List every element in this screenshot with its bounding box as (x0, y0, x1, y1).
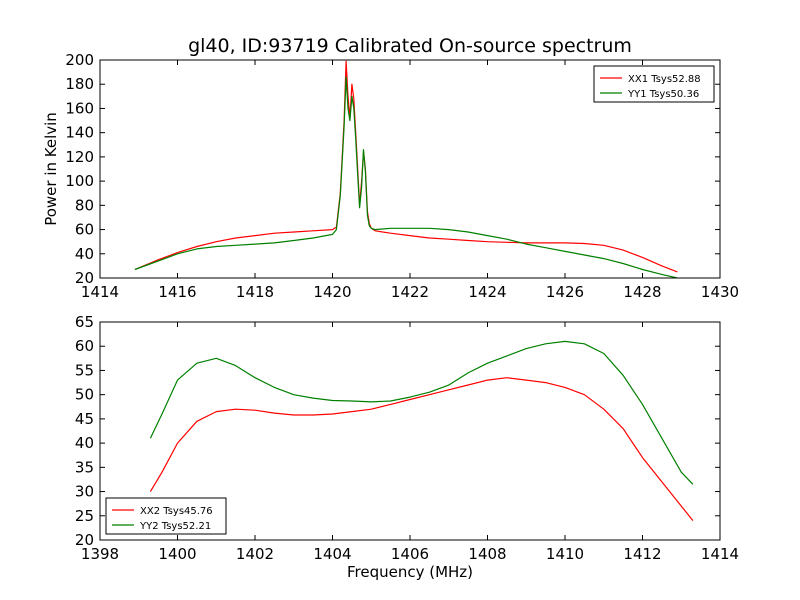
x-tick-label: 1422 (391, 283, 429, 301)
legend: XX1 Tsys52.88 YY1 Tsys50.36 (593, 65, 715, 103)
x-tick-label: 1420 (313, 283, 351, 301)
legend-entry-label: XX1 Tsys52.88 (628, 74, 701, 85)
y-tick-label: 80 (75, 196, 94, 214)
x-tick-label: 1402 (236, 545, 274, 563)
x-tick-label: 1416 (158, 283, 196, 301)
y-tick-label: 60 (75, 337, 94, 355)
y-tick-label: 180 (65, 75, 94, 93)
x-tick-label: 1426 (546, 283, 584, 301)
legend-box (105, 497, 227, 535)
figure-title: gl40, ID:93719 Calibrated On-source spec… (188, 35, 632, 57)
y-tick-label: 35 (75, 458, 94, 476)
legend-box (593, 65, 715, 103)
x-tick-label: 1430 (701, 283, 739, 301)
top-spectrum-panel: 1414 1416 1418 1420 1422 1424 1426 1428 1430 20 40… (42, 51, 739, 301)
series-line-yy1 (134, 76, 678, 279)
x-tick-label: 1428 (623, 283, 661, 301)
series-line-xx2 (149, 377, 694, 521)
y-tick-label: 60 (75, 221, 94, 239)
bottom-spectrum-panel: 1398 1400 1402 1404 1406 1408 1410 1412 1414 20 25… (75, 313, 739, 581)
y-tick-label: 65 (75, 313, 94, 331)
legend-entry-label: YY1 Tsys50.36 (627, 89, 699, 100)
y-tick-label: 200 (65, 51, 94, 69)
legend-entry-label: YY2 Tsys52.21 (139, 521, 211, 532)
y-tick-label: 120 (65, 148, 94, 166)
legend-entry-label: XX2 Tsys45.76 (140, 506, 213, 517)
y-tick-label: 160 (65, 99, 94, 117)
x-tick-label: 1398 (81, 545, 119, 563)
y-tick-label: 55 (75, 361, 94, 379)
y-tick-label: 25 (75, 507, 94, 525)
x-tick-label: 1400 (158, 545, 196, 563)
y-tick-label: 45 (75, 410, 94, 428)
y-tick-label: 40 (75, 434, 94, 452)
y-axis-label: Power in Kelvin (42, 112, 60, 226)
y-tick-label: 40 (75, 245, 94, 263)
x-tick-label: 1418 (236, 283, 274, 301)
x-tick-label: 1404 (313, 545, 351, 563)
x-axis-label: Frequency (MHz) (347, 563, 473, 581)
y-tick-label: 20 (75, 531, 94, 549)
x-tick-label: 1412 (623, 545, 661, 563)
x-tick-label: 1414 (701, 545, 739, 563)
series-line-yy2 (149, 340, 694, 485)
legend: XX2 Tsys45.76 YY2 Tsys52.21 (105, 497, 227, 535)
x-tick-label: 1414 (81, 283, 119, 301)
x-tick-label: 1410 (546, 545, 584, 563)
y-tick-label: 140 (65, 124, 94, 142)
x-tick-label: 1406 (391, 545, 429, 563)
x-tick-label: 1408 (468, 545, 506, 563)
y-tick-label: 100 (65, 172, 94, 190)
x-tick-label: 1424 (468, 283, 506, 301)
y-tick-label: 50 (75, 386, 94, 404)
y-tick-label: 20 (75, 269, 94, 287)
y-tick-label: 30 (75, 483, 94, 501)
